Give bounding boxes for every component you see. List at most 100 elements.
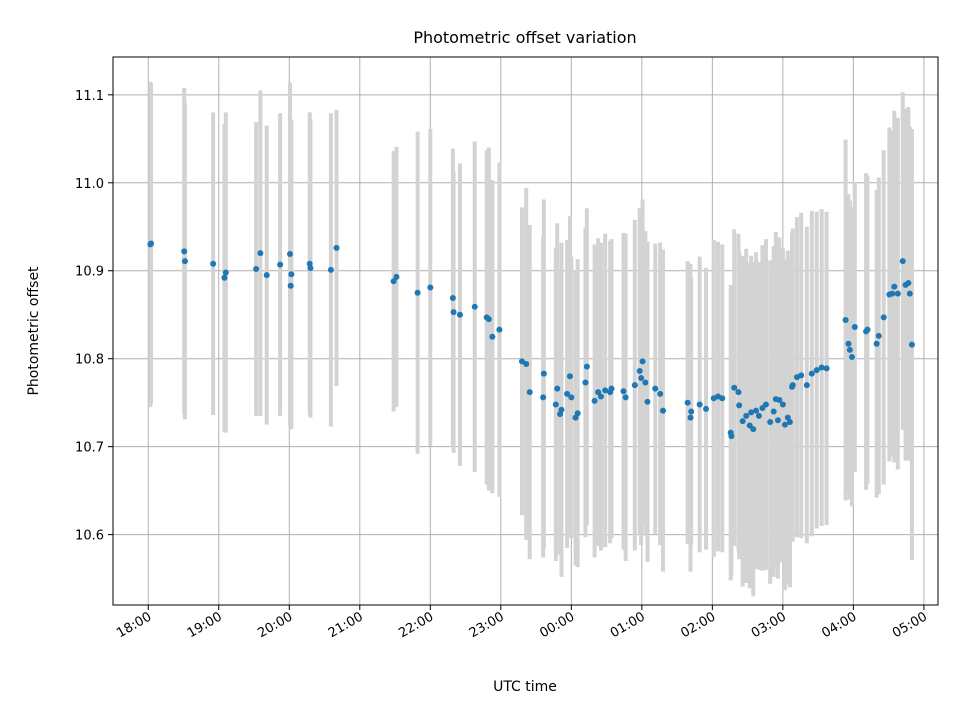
data-point bbox=[789, 382, 796, 389]
data-point bbox=[880, 314, 887, 321]
data-point bbox=[813, 367, 820, 374]
data-point bbox=[644, 398, 651, 405]
data-point bbox=[263, 272, 270, 279]
data-point bbox=[471, 303, 478, 310]
y-tick-label: 10.8 bbox=[75, 353, 104, 368]
data-point bbox=[728, 433, 735, 440]
data-point bbox=[181, 258, 188, 265]
data-point bbox=[776, 397, 783, 404]
data-point bbox=[905, 280, 912, 287]
data-point bbox=[748, 409, 755, 416]
data-point bbox=[597, 393, 604, 400]
x-tick-label: 00:00 bbox=[537, 609, 577, 641]
data-point bbox=[842, 317, 849, 324]
data-point bbox=[823, 365, 830, 372]
data-point bbox=[743, 412, 750, 419]
data-point bbox=[894, 290, 901, 297]
data-point bbox=[566, 373, 573, 380]
data-point bbox=[631, 382, 638, 389]
y-tick-label: 11.1 bbox=[75, 89, 104, 104]
data-point bbox=[489, 333, 496, 340]
x-tick-label: 21:00 bbox=[326, 609, 366, 641]
data-point bbox=[602, 387, 609, 394]
y-tick-label: 10.7 bbox=[75, 441, 104, 456]
data-point bbox=[526, 389, 533, 396]
data-point bbox=[210, 260, 217, 267]
data-point bbox=[696, 401, 703, 408]
data-point bbox=[306, 260, 313, 267]
plot-frame bbox=[112, 56, 939, 606]
data-point bbox=[652, 385, 659, 392]
x-tick-label: 02:00 bbox=[678, 609, 718, 641]
data-point bbox=[755, 412, 762, 419]
x-tick-label: 19:00 bbox=[185, 609, 225, 641]
data-point bbox=[753, 407, 760, 414]
data-point bbox=[450, 309, 457, 316]
data-point bbox=[620, 388, 627, 395]
data-point bbox=[657, 390, 664, 397]
data-point bbox=[456, 311, 463, 318]
data-point bbox=[557, 411, 564, 418]
data-point bbox=[845, 340, 852, 347]
y-tick-label: 11.0 bbox=[75, 177, 104, 192]
data-point bbox=[906, 290, 913, 297]
data-point bbox=[333, 244, 340, 251]
data-point bbox=[703, 405, 710, 412]
data-point bbox=[639, 358, 646, 365]
data-point bbox=[253, 265, 260, 272]
data-point bbox=[393, 273, 400, 280]
data-point bbox=[414, 289, 421, 296]
data-point bbox=[181, 248, 188, 255]
data-point bbox=[899, 258, 906, 265]
data-point bbox=[485, 316, 492, 323]
data-point bbox=[731, 384, 738, 391]
x-axis-label: UTC time bbox=[493, 679, 557, 695]
data-point bbox=[286, 251, 293, 258]
x-tick-label: 04:00 bbox=[819, 609, 859, 641]
data-point bbox=[808, 370, 815, 377]
data-point bbox=[222, 269, 229, 276]
data-point bbox=[582, 379, 589, 386]
y-tick-label: 10.9 bbox=[75, 265, 104, 280]
data-point bbox=[719, 395, 726, 402]
data-point bbox=[564, 390, 571, 397]
data-point bbox=[496, 326, 503, 333]
x-axis: 18:00 19:00 20:00 21:00 22:00 23:00 00:00 01:00… bbox=[114, 605, 930, 641]
data-points bbox=[147, 240, 915, 440]
data-point bbox=[427, 284, 434, 291]
data-point bbox=[781, 421, 788, 428]
data-point bbox=[277, 261, 284, 268]
data-point bbox=[688, 408, 695, 415]
data-point bbox=[767, 419, 774, 426]
data-point bbox=[307, 265, 314, 272]
data-point bbox=[554, 385, 561, 392]
data-point bbox=[770, 408, 777, 415]
y-axis: 10.6 10.7 10.8 10.9 11.0 11.1 bbox=[75, 89, 113, 544]
data-point bbox=[875, 332, 882, 339]
data-point bbox=[846, 346, 853, 353]
x-tick-label: 22:00 bbox=[396, 609, 436, 641]
data-point bbox=[779, 401, 786, 408]
data-point bbox=[798, 372, 805, 379]
data-point bbox=[851, 324, 858, 331]
x-tick-label: 03:00 bbox=[749, 609, 789, 641]
errorbars bbox=[148, 81, 914, 597]
data-point bbox=[864, 326, 871, 333]
x-tick-label: 20:00 bbox=[255, 609, 295, 641]
data-point bbox=[540, 394, 547, 401]
data-point bbox=[803, 382, 810, 389]
data-point bbox=[583, 363, 590, 370]
y-tick-label: 10.6 bbox=[75, 529, 104, 544]
data-point bbox=[622, 394, 629, 401]
y-axis-label: Photometric offset bbox=[26, 266, 42, 396]
data-point bbox=[642, 379, 649, 386]
data-point bbox=[818, 364, 825, 371]
data-point bbox=[684, 399, 691, 406]
data-point bbox=[540, 370, 547, 377]
data-point bbox=[257, 250, 264, 257]
data-point bbox=[739, 418, 746, 425]
data-point bbox=[523, 360, 530, 367]
data-point bbox=[786, 419, 793, 426]
x-tick-label: 05:00 bbox=[890, 609, 930, 641]
data-point bbox=[608, 385, 615, 392]
